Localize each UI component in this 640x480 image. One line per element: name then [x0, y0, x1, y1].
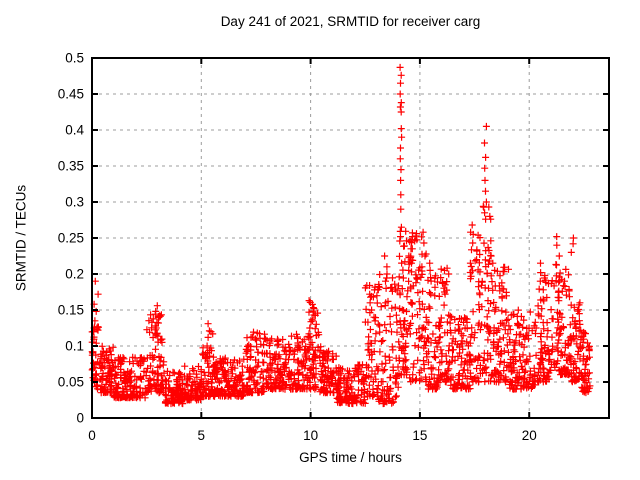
- y-tick-label: 0.05: [58, 375, 84, 390]
- x-tick-label: 5: [198, 428, 206, 443]
- y-tick-label: 0.25: [58, 231, 84, 246]
- y-tick-label: 0: [76, 411, 84, 426]
- y-tick-label: 0.5: [65, 51, 84, 66]
- scatter-points: [88, 63, 594, 408]
- x-tick-label: 15: [412, 428, 427, 443]
- chart-title: Day 241 of 2021, SRMTID for receiver car…: [220, 14, 481, 29]
- x-axis-label: GPS time / hours: [299, 450, 402, 465]
- y-tick-label: 0.2: [65, 267, 84, 282]
- y-tick-label: 0.1: [65, 339, 84, 354]
- y-tick-label: 0.15: [58, 303, 84, 318]
- y-tick-label: 0.3: [65, 195, 84, 210]
- y-tick-label: 0.4: [65, 123, 84, 138]
- x-tick-label: 10: [303, 428, 318, 443]
- y-tick-label: 0.35: [58, 159, 84, 174]
- y-tick-label: 0.45: [58, 87, 84, 102]
- x-tick-label: 0: [88, 428, 96, 443]
- x-tick-label: 20: [522, 428, 537, 443]
